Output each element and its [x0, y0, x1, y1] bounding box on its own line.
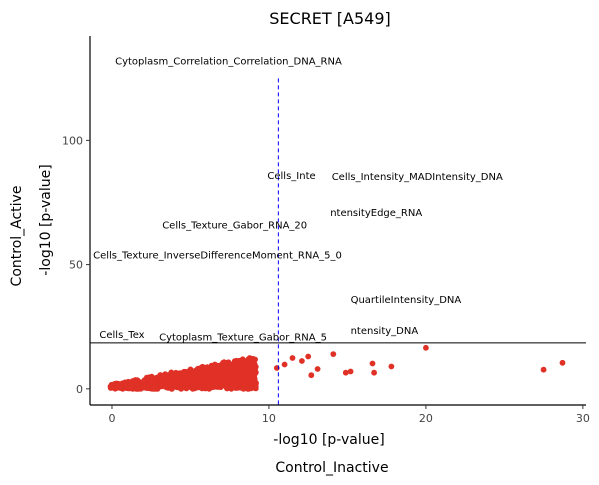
annotation-label: Cells_Texture_Gabor_RNA_20 [162, 221, 307, 232]
annotation-label: Cells_Tex [99, 330, 144, 341]
data-point [289, 355, 296, 361]
data-point [225, 367, 232, 373]
data-point [108, 385, 114, 391]
annotation-label: Cells_Intensity_MADIntensity_DNA [332, 172, 503, 183]
data-point [250, 355, 256, 362]
data-point [213, 375, 220, 382]
data-point [225, 359, 232, 366]
annotation-box [91, 249, 368, 263]
data-point [299, 358, 305, 364]
data-point [213, 380, 220, 387]
data-point [241, 359, 248, 366]
data-point [242, 380, 248, 387]
annotation-box [160, 219, 322, 233]
x-tick-label: 0 [108, 412, 115, 425]
annotations: Cytoplasm_Correlation_Correlation_DNA_RN… [93, 57, 503, 344]
data-point [140, 378, 147, 385]
data-point [347, 368, 354, 375]
annotation-box [328, 207, 429, 221]
data-point [228, 384, 235, 390]
annotation-label: ntensity_DNA [351, 326, 419, 337]
data-point [230, 378, 237, 385]
data-point [127, 383, 133, 390]
annotation-box [113, 55, 366, 69]
data-point [172, 378, 178, 385]
data-point [371, 369, 377, 376]
data-point [251, 375, 258, 382]
annotation-box [265, 169, 330, 183]
data-point [190, 384, 197, 390]
data-point [191, 371, 198, 377]
data-point [217, 364, 224, 371]
data-point [237, 377, 243, 383]
data-point [171, 373, 177, 380]
data-point [207, 376, 213, 382]
outer-y-axis-label: Control_Active [9, 186, 25, 287]
data-point [342, 369, 349, 376]
threshold-lines [90, 78, 586, 405]
data-point [305, 353, 312, 360]
annotation-box [348, 294, 480, 308]
scatter-points [107, 344, 566, 392]
data-point [231, 361, 238, 368]
data-point [308, 372, 315, 379]
annotation-label: Cells_Inte [267, 171, 315, 182]
x-tick-label: 10 [262, 412, 276, 425]
data-point [208, 365, 214, 371]
y-tick-label: 100 [62, 134, 83, 147]
data-point [388, 363, 395, 370]
data-point [281, 361, 288, 368]
x-tick-label: 30 [576, 412, 590, 425]
annotation-label: Cytoplasm_Texture_Gabor_RNA_5 [159, 332, 327, 343]
data-point [199, 385, 206, 392]
annotation-label: QuartileIntensity_DNA [351, 295, 462, 306]
data-point [559, 359, 566, 366]
data-point [252, 366, 258, 373]
annotation-box [329, 171, 528, 185]
data-point [369, 360, 376, 367]
data-point [236, 357, 243, 364]
data-point [223, 374, 229, 381]
data-point [213, 371, 220, 377]
y-tick-label: 0 [76, 383, 83, 396]
annotation-box [97, 328, 156, 342]
data-point [207, 384, 214, 390]
data-point [202, 367, 209, 374]
data-point [222, 382, 228, 388]
data-point [159, 373, 166, 380]
data-point [540, 366, 547, 373]
data-point [187, 366, 194, 373]
data-point [150, 385, 156, 392]
data-point [248, 382, 254, 388]
data-point [149, 380, 156, 387]
data-point [163, 380, 169, 386]
annotation-label: ntensityEdge_RNA [330, 208, 422, 219]
data-point [144, 384, 150, 391]
data-point [177, 377, 184, 383]
x-axis-label: -log10 [p-value] [273, 432, 384, 448]
data-point [242, 364, 249, 371]
data-point [188, 375, 195, 382]
data-point [199, 375, 206, 381]
annotation-box [157, 331, 337, 345]
chart-title: SECRET [A549] [269, 9, 391, 28]
annotation-label: Cytoplasm_Correlation_Correlation_DNA_RN… [115, 57, 342, 68]
data-point [314, 366, 321, 372]
data-point [135, 385, 142, 392]
data-point [240, 385, 247, 392]
data-point [423, 344, 429, 351]
axes: 0 10 20 30 0 50 100 [62, 36, 590, 425]
y-tick-label: 50 [69, 259, 83, 272]
data-point [330, 351, 337, 357]
x-tick-label: 20 [419, 412, 433, 425]
annotation-box [348, 325, 426, 339]
data-point [149, 375, 156, 381]
annotation-label: Cells_Texture_InverseDifferenceMoment_RN… [93, 250, 342, 261]
y-axis-label: -log10 [p-value] [38, 164, 54, 275]
data-point [118, 384, 125, 391]
annotation-boxes [91, 55, 528, 345]
data-point [246, 370, 252, 377]
outer-x-axis-label: Control_Inactive [275, 460, 388, 476]
